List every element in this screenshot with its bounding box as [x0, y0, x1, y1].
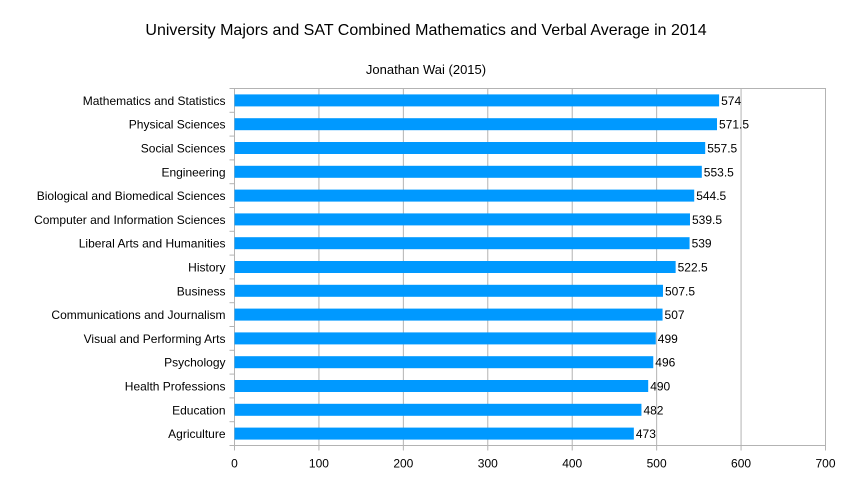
category-label: Communications and Journalism: [51, 308, 225, 322]
bar: [234, 308, 663, 321]
x-tick-label: 0: [231, 457, 238, 471]
category-label: Social Sciences: [141, 142, 226, 156]
data-label: 507.5: [665, 284, 695, 298]
data-label: 571.5: [719, 118, 749, 132]
bar: [234, 213, 690, 226]
bar: [234, 237, 690, 250]
category-label: Visual and Performing Arts: [84, 332, 226, 346]
data-label: 473: [636, 427, 656, 441]
bar: [234, 380, 649, 392]
category-label: Education: [172, 403, 225, 417]
bar: [234, 142, 706, 154]
data-label: 499: [658, 332, 678, 346]
x-tick-label: 100: [309, 457, 329, 471]
bar: [234, 284, 663, 297]
category-label: Computer and Information Sciences: [34, 213, 225, 227]
bar: [234, 189, 695, 202]
chart-subtitle: Jonathan Wai (2015): [366, 62, 486, 77]
bar: [234, 118, 718, 131]
category-label: Business: [177, 284, 226, 298]
data-label: 482: [643, 403, 663, 417]
category-label: Physical Sciences: [129, 118, 226, 132]
category-label: Engineering: [161, 165, 225, 179]
category-label: Mathematics and Statistics: [83, 94, 226, 108]
x-tick-label: 300: [478, 457, 498, 471]
x-tick-label: 500: [647, 457, 667, 471]
x-tick-label: 600: [731, 457, 751, 471]
bar: [234, 94, 720, 107]
data-label: 544.5: [696, 189, 726, 203]
data-label: 507: [665, 308, 685, 322]
x-tick-label: 400: [562, 457, 582, 471]
data-label: 539.5: [692, 213, 722, 227]
data-label: 496: [655, 356, 675, 370]
data-label: 539: [692, 237, 712, 251]
bar: [234, 403, 642, 416]
data-label: 574: [721, 94, 741, 108]
bar: [234, 427, 634, 440]
bar: [234, 165, 702, 178]
category-label: Agriculture: [168, 427, 226, 441]
data-label: 522.5: [678, 261, 708, 275]
bar: [234, 356, 654, 369]
category-label: Liberal Arts and Humanities: [79, 237, 226, 251]
data-label: 490: [650, 380, 670, 394]
category-label: Psychology: [164, 356, 225, 370]
x-tick-label: 700: [815, 457, 835, 471]
chart-title: University Majors and SAT Combined Mathe…: [145, 22, 706, 39]
x-tick-label: 200: [393, 457, 413, 471]
category-label: History: [188, 261, 225, 275]
category-label: Biological and Biomedical Sciences: [37, 189, 226, 203]
bar: [234, 332, 656, 345]
data-label: 553.5: [704, 165, 734, 179]
data-label: 557.5: [707, 142, 737, 156]
category-label: Health Professions: [125, 380, 226, 394]
bar: [234, 261, 676, 273]
